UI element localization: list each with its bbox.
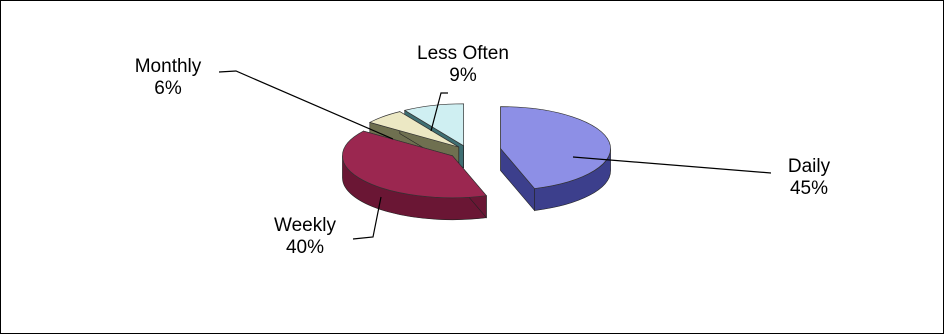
leader-monthly [218,70,394,140]
label-daily: Daily 45% [769,156,849,200]
slice-weekly [342,130,488,221]
leader-daily [572,156,772,174]
label-less-often-category: Less Often [417,43,509,64]
slice-weekly-top [342,130,488,199]
label-monthly: Monthly 6% [117,56,219,100]
label-weekly-category: Weekly [274,215,336,236]
label-weekly: Weekly 40% [257,215,353,259]
slice-monthly-top [368,111,459,148]
label-daily-value: 45% [789,178,829,199]
leader-less-often [430,92,448,132]
slice-daily [500,106,611,212]
label-daily-category: Daily [787,156,831,177]
label-monthly-value: 6% [154,78,182,99]
label-weekly-value: 40% [285,237,325,258]
leader-weekly [352,196,382,240]
slice-less-often-top [403,103,465,147]
label-less-often: Less Often 9% [395,43,531,87]
label-less-often-value: 9% [449,65,477,86]
label-monthly-category: Monthly [134,56,202,77]
slice-daily-top [500,106,611,189]
